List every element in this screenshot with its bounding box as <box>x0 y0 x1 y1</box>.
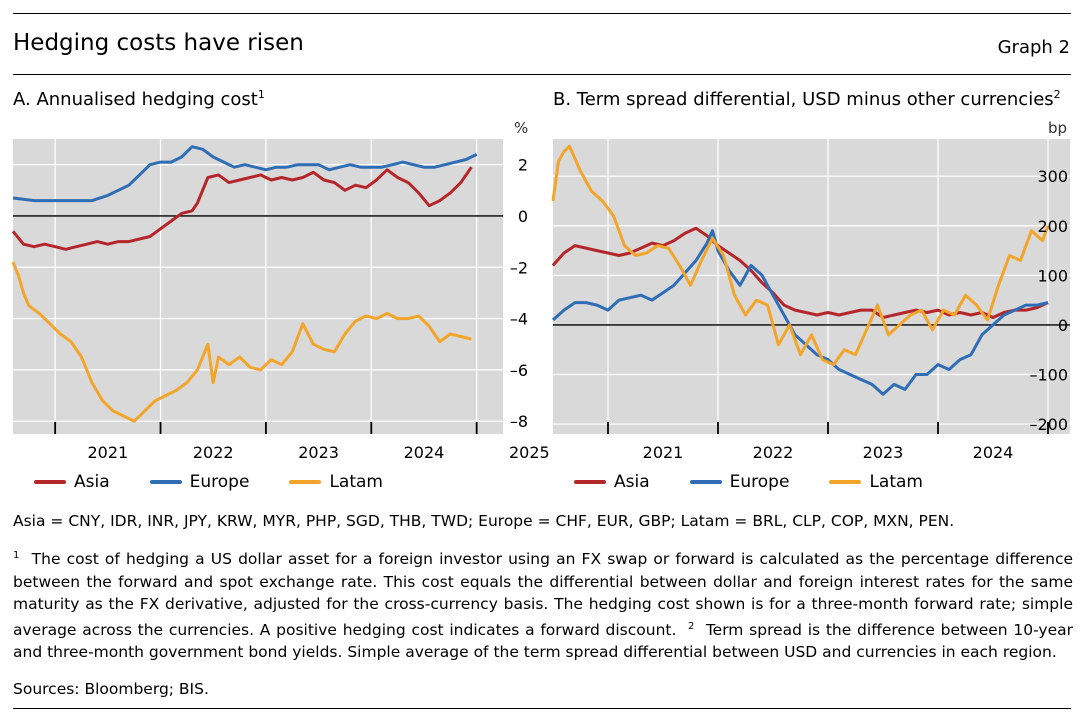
panel-b-y-tick-label: –100 <box>1029 366 1068 385</box>
legend-swatch-europe-b <box>689 480 722 484</box>
legend-item-europe: Europe <box>149 472 250 492</box>
legend-swatch-asia-b <box>574 480 606 484</box>
panel-a-plot-background <box>13 139 503 434</box>
panel-b-x-tick-label: 2022 <box>753 443 794 462</box>
legend-swatch-asia <box>34 480 66 484</box>
legend-label-asia: Asia <box>74 472 110 492</box>
legend-label-latam: Latam <box>329 472 383 492</box>
legend-item-asia: Asia <box>34 472 110 492</box>
footnote-1-text: The cost of hedging a US dollar asset fo… <box>13 550 1074 639</box>
footnote-2-mark: 2 <box>687 620 695 632</box>
panel-a-x-tick-label: 2024 <box>404 443 445 462</box>
panel-a-x-tick-label: 2025 <box>509 443 550 462</box>
panel-b-legend: Asia Europe Latam <box>574 472 963 492</box>
panel-a-y-tick-label: –6 <box>510 361 528 380</box>
panel-a-footnote-mark: 1 <box>257 88 265 101</box>
panel-a-y-tick-label: 2 <box>518 156 528 175</box>
title-rule <box>13 74 1071 75</box>
footnote-1-mark: 1 <box>13 550 20 561</box>
panel-b-x-tick-label: 2021 <box>643 443 684 462</box>
panel-b-y-tick-label: 0 <box>1058 316 1068 335</box>
panel-a-x-tick-label: 2021 <box>87 443 128 462</box>
panel-b-series-asia <box>551 226 1049 319</box>
panel-b-series-europe <box>551 229 1049 396</box>
panel-b-footnote-mark: 2 <box>1053 88 1061 101</box>
footnote-2-text: Term spread is the difference between 10… <box>13 620 1074 662</box>
legend-label-europe-b: Europe <box>729 472 790 492</box>
panel-b-title-text: B. Term spread differential, USD minus o… <box>553 89 1054 110</box>
legend-label-asia-b: Asia <box>614 472 650 492</box>
panel-a-title: A. Annualised hedging cost1 <box>13 88 265 110</box>
sources: Sources: Bloomberg; BIS. <box>13 680 209 698</box>
panel-a-series-europe <box>12 145 478 203</box>
panel-b-y-tick-label: 100 <box>1037 266 1068 285</box>
legend-label-latam-b: Latam <box>869 472 923 492</box>
panel-a-unit: % <box>514 119 529 137</box>
panel-a-x-tick-label: 2023 <box>298 443 339 462</box>
panel-a-y-tick-label: 0 <box>518 207 528 226</box>
currency-note: Asia = CNY, IDR, INR, JPY, KRW, MYR, PHP… <box>13 512 955 530</box>
panel-a-series-latam <box>11 261 472 423</box>
legend-label-europe: Europe <box>189 472 250 492</box>
legend-item-latam: Latam <box>289 472 383 492</box>
panel-a-y-tick-label: –8 <box>510 412 528 431</box>
legend-swatch-latam-b <box>829 480 862 484</box>
panel-b-x-tick-label: 2024 <box>973 443 1014 462</box>
panel-b-x-tick-label: 2023 <box>863 443 904 462</box>
footnotes: 1 The cost of hedging a US dollar asset … <box>13 545 1073 664</box>
panel-a-x-tick-label: 2022 <box>193 443 234 462</box>
legend-item-latam-b: Latam <box>829 472 923 492</box>
legend-item-asia-b: Asia <box>574 472 650 492</box>
top-rule <box>13 13 1071 14</box>
panel-b-y-tick-label: 300 <box>1037 167 1068 186</box>
legend-swatch-latam <box>289 480 322 484</box>
legend-item-europe-b: Europe <box>689 472 790 492</box>
panel-b-y-tick-label: –200 <box>1029 415 1068 434</box>
panel-a-series-asia <box>11 166 473 251</box>
panel-a-y-tick-label: –4 <box>510 310 528 329</box>
bottom-rule <box>13 708 1071 709</box>
panel-b-y-tick-label: 200 <box>1037 217 1068 236</box>
graph-number: Graph 2 <box>997 37 1070 58</box>
panel-b-title: B. Term spread differential, USD minus o… <box>553 88 1061 110</box>
chart-title: Hedging costs have risen <box>13 30 304 56</box>
panel-b-plot-background <box>553 139 1070 434</box>
panel-a-title-text: A. Annualised hedging cost <box>13 89 258 110</box>
panel-b-unit: bp <box>1048 119 1068 137</box>
panel-a-legend: Asia Europe Latam <box>34 472 423 492</box>
legend-swatch-europe <box>149 480 182 484</box>
panel-b-series-latam <box>551 144 1050 367</box>
panel-a-y-tick-label: –2 <box>510 258 528 277</box>
